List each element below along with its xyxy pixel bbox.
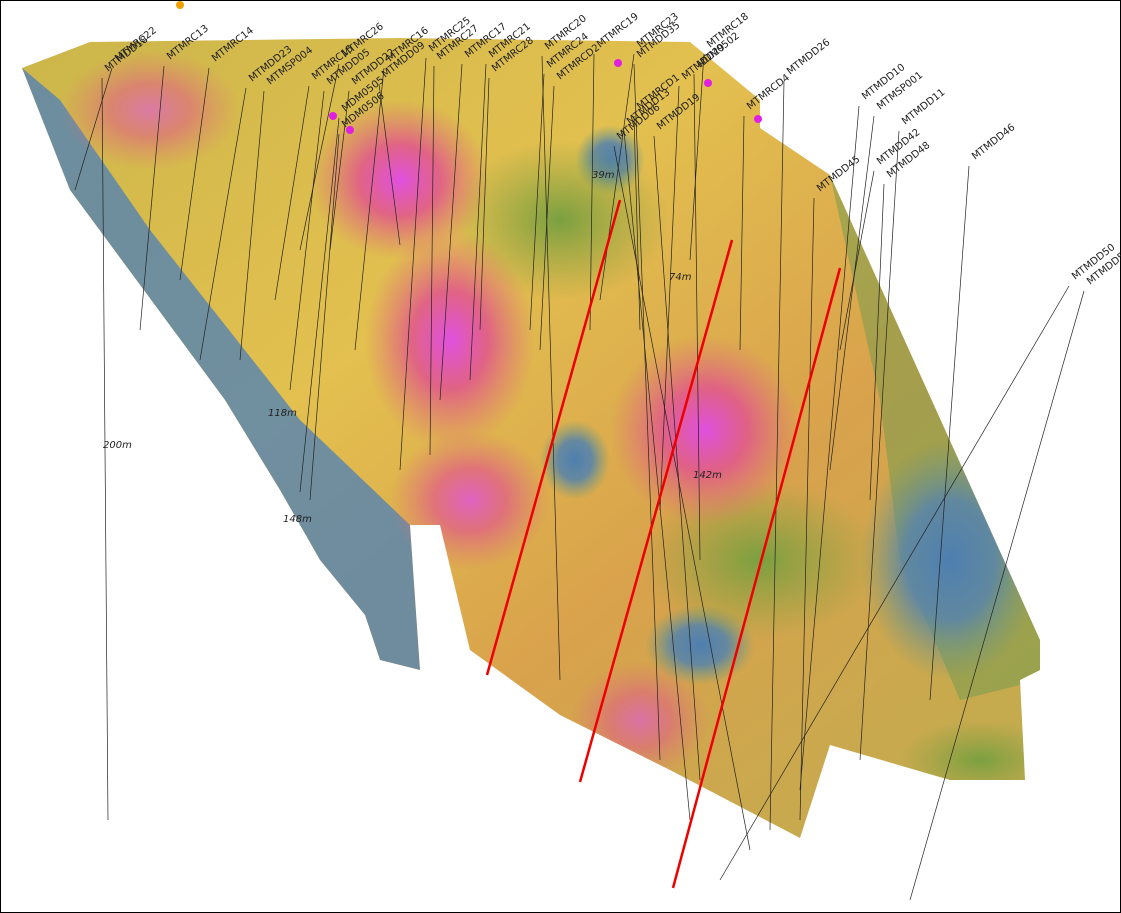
collar [346,126,354,134]
depth-label: 142m [693,470,722,481]
drill-trace [529,73,545,331]
collar [176,1,184,9]
collar [614,59,622,67]
drill-trace [199,87,247,361]
drillhole-label: MTMRCD4 [745,72,792,112]
drill-trace [101,77,109,821]
drillhole-label: MTMDD11 [900,87,947,127]
section-line [671,267,842,889]
drillhole-label: MTMDD46 [970,122,1017,162]
depth-label: 200m [103,440,132,451]
drill-trace [659,85,680,511]
drill-trace [689,53,705,261]
depth-label: 148m [283,514,312,525]
drill-trace [599,53,635,301]
drill-trace [299,63,340,251]
drill-trace [469,63,487,381]
drill-trace [439,63,463,401]
section-line [578,239,734,783]
drill-trace [399,57,427,471]
collar [329,112,337,120]
drill-trace [299,117,340,493]
drill-trace [799,105,860,791]
drill-trace [329,90,350,251]
depth-label: 118m [268,408,297,419]
section-line [485,199,622,676]
collar [704,79,712,87]
drillhole-label: MTMDD26 [785,37,832,77]
depth-label: 74m [669,272,692,283]
drill-trace [274,85,310,301]
drill-trace [289,90,325,391]
drill-trace [139,65,165,331]
drill-trace [479,77,490,331]
drill-trace [179,67,210,281]
drill-trace [869,183,885,501]
collar [754,115,762,123]
drill-trace [309,133,340,501]
drill-trace [541,55,561,681]
drill-trace [799,197,815,821]
drill-trace [633,63,661,761]
drill-trace [74,67,113,191]
drill-trace [829,115,875,471]
drill-trace [929,165,970,701]
drill-trace [693,73,701,561]
drill-trace [859,130,900,761]
drill-trace [429,65,435,456]
drill-trace [719,285,1070,881]
drill-trace [239,90,265,361]
drill-trace [539,85,555,351]
drill-trace [623,130,691,821]
drill-trace [653,135,701,781]
drill-trace [909,290,1085,901]
drill-trace [589,53,595,331]
drill-trace [633,115,641,331]
depth-label: 39m [592,170,615,181]
section-lines [485,199,842,889]
drill-trace [739,115,745,351]
drill-trace [769,80,785,831]
drill-trace [378,83,401,246]
drill-trace [354,67,385,351]
drill-trace [613,145,751,851]
drill-trace [839,170,875,351]
